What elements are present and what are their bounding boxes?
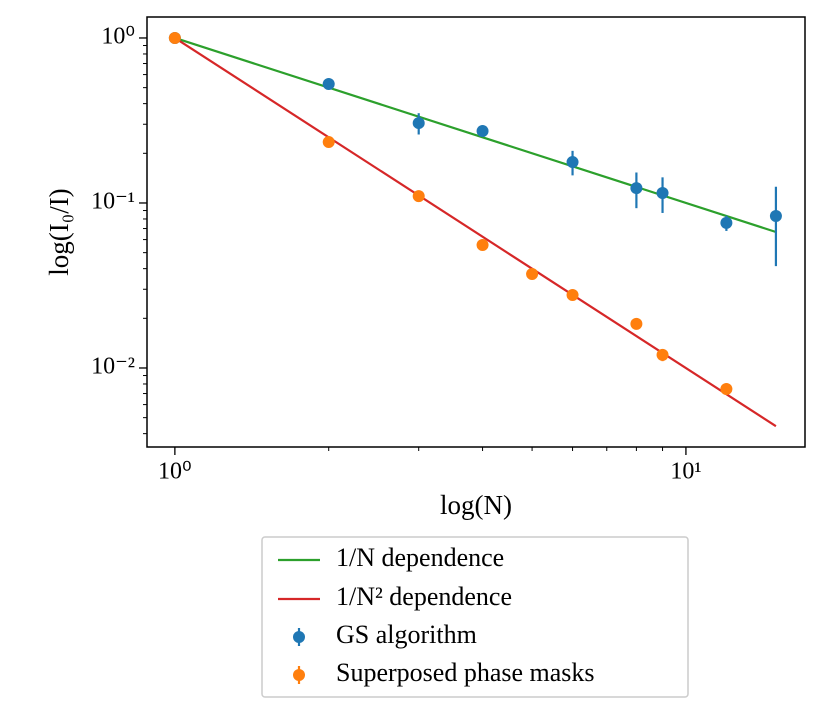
data-point [630,182,643,195]
y-tick-label: 10⁻² [91,353,135,379]
data-point [476,125,489,138]
data-point [656,186,669,199]
fit-line [174,36,777,234]
data-point [720,382,733,395]
x-tick-label: 10⁰ [158,459,192,485]
y-tick-label: 10⁻¹ [91,188,135,214]
legend-swatch [293,669,305,681]
data-point [168,31,181,44]
y-axis-label: log(I₀/I) [44,188,74,275]
legend-box [261,536,689,698]
fit-line [174,37,777,428]
plot-frame [146,16,806,448]
data-point [656,348,669,361]
x-tick-label: 10¹ [670,459,701,485]
data-point [526,268,539,281]
data-point [566,288,579,301]
data-point [769,209,782,222]
x-axis-label: log(N) [440,490,512,520]
legend-label: 1/N dependence [336,543,504,572]
data-point [720,216,733,229]
legend-swatch [293,631,305,643]
data-point [322,78,335,91]
data-point [630,317,643,330]
y-tick-label: 10⁰ [101,23,135,49]
data-point [412,190,425,203]
legend-label: 1/N² dependence [336,582,512,611]
legend-label: GS algorithm [336,620,477,649]
data-point [322,136,335,149]
data-point [412,117,425,130]
legend-label: Superposed phase masks [336,658,595,687]
data-point [566,156,579,169]
data-point [476,239,489,252]
